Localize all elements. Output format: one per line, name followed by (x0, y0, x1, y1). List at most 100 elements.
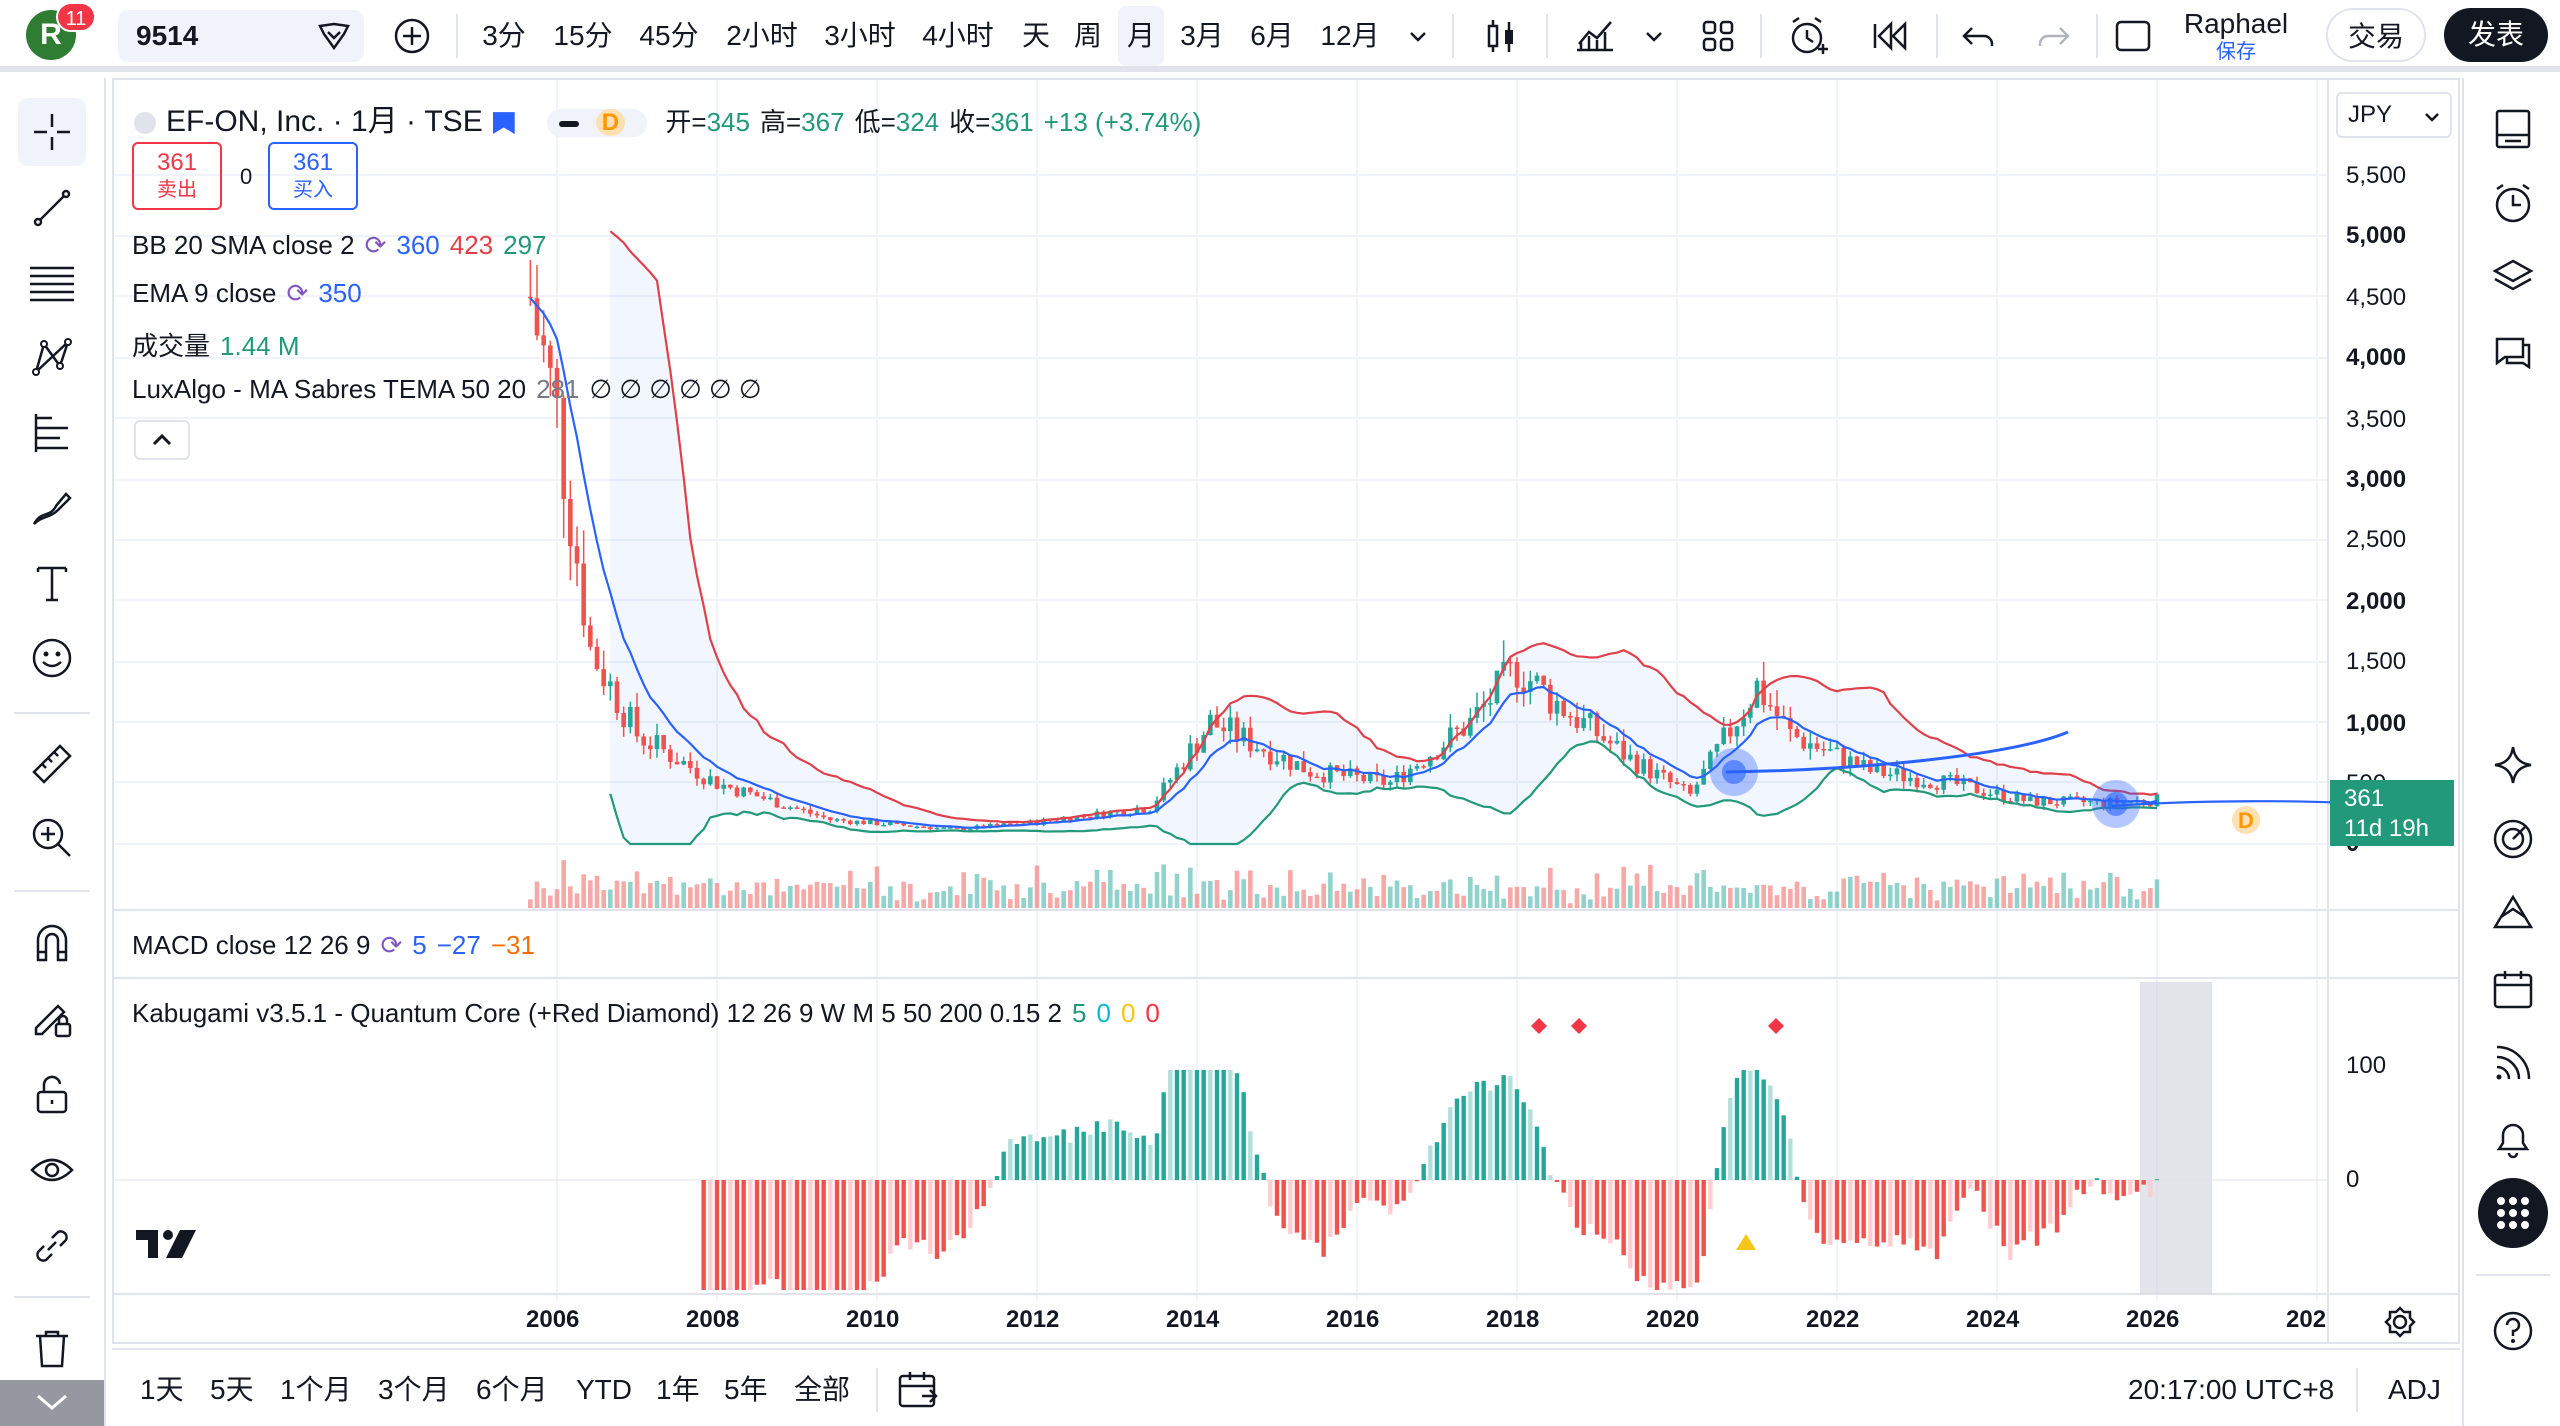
kabugami-legend[interactable]: Kabugami v3.5.1 - Quantum Core (+Red Dia… (132, 998, 1170, 1029)
candle-body (1108, 811, 1113, 818)
dividend-marker[interactable] (2232, 806, 2260, 834)
interval-6mo[interactable]: 6月 (1250, 20, 1294, 51)
layers-icon[interactable] (2478, 242, 2548, 312)
range-ytd[interactable]: YTD (576, 1374, 632, 1405)
volume-legend[interactable]: 成交量 1.44 M (132, 326, 310, 363)
ruler-icon[interactable] (18, 730, 86, 798)
range-5y[interactable]: 5年 (724, 1374, 768, 1405)
eye-icon[interactable] (18, 1136, 86, 1204)
buy-button[interactable]: 361 买入 (268, 142, 358, 210)
interval-3mo[interactable]: 3月 (1180, 20, 1224, 51)
collapse-toolbar-button[interactable] (0, 1380, 104, 1426)
sync-icon[interactable]: ⟳ (380, 930, 403, 960)
crosshair-icon[interactable] (18, 98, 86, 166)
stay-in-draw-mode-icon[interactable] (18, 984, 86, 1052)
chart-canvas[interactable]: D (114, 80, 2458, 1342)
separator (1760, 14, 1762, 58)
go-to-date-icon[interactable] (896, 1368, 940, 1417)
range-5d[interactable]: 5天 (210, 1374, 254, 1405)
alert-clock-icon[interactable] (1784, 14, 1834, 58)
adjust-toggle[interactable]: ADJ (2388, 1374, 2441, 1405)
link-icon[interactable] (18, 1212, 86, 1280)
layout-grid-icon[interactable] (1696, 14, 1740, 58)
symbol-flag-icon[interactable] (316, 20, 352, 52)
alarm-clock-icon[interactable] (2478, 168, 2548, 238)
notifications-bell-icon[interactable] (2478, 1104, 2548, 1174)
bb-legend[interactable]: BB 20 SMA close 2 ⟳ 360 423 297 (132, 230, 557, 261)
bookmark-flag-icon[interactable] (492, 112, 515, 135)
sync-icon[interactable]: ⟳ (286, 278, 309, 308)
macd-legend[interactable]: MACD close 12 26 9 ⟳ 5 −27 −31 (132, 930, 545, 961)
range-1m[interactable]: 1个月 (280, 1374, 352, 1405)
range-3m[interactable]: 3个月 (378, 1374, 450, 1405)
interval-week[interactable]: 周 (1073, 20, 1102, 51)
range-6m[interactable]: 6个月 (476, 1374, 548, 1405)
luxalgo-legend[interactable]: LuxAlgo - MA Sabres TEMA 50 20 281 ∅ ∅ ∅ ∅… (132, 374, 771, 405)
ideas-icon[interactable] (2478, 878, 2548, 948)
forecast-tools-icon[interactable] (18, 398, 86, 466)
sell-button[interactable]: 361 卖出 (132, 142, 222, 210)
fullscreen-square-icon[interactable] (2110, 14, 2156, 58)
interval-15m[interactable]: 15分 (553, 20, 613, 51)
volume-bar (828, 883, 833, 908)
currency-select[interactable]: JPY (2336, 92, 2452, 138)
undo-icon[interactable] (1956, 14, 2000, 58)
volume-bar (2068, 888, 2073, 908)
brush-icon[interactable] (18, 474, 86, 542)
sparkle-icon[interactable] (2478, 730, 2548, 800)
chart-pane[interactable]: D EF-ON, Inc. · 1月 · TSE D 开=345 高=367 低=3… (112, 78, 2460, 1344)
candle-body (2088, 800, 2093, 803)
range-1y[interactable]: 1年 (656, 1374, 700, 1405)
pattern-icon[interactable] (18, 324, 86, 392)
candle-body (888, 822, 893, 825)
chat-icon[interactable] (2478, 318, 2548, 388)
volume-bar (948, 886, 953, 908)
trendline-icon[interactable] (18, 174, 86, 242)
volume-bar (1661, 892, 1666, 908)
redo-icon[interactable] (2032, 14, 2076, 58)
indicators-icon[interactable] (1570, 14, 1620, 58)
replay-icon[interactable] (1864, 14, 1914, 58)
volume-bar (754, 882, 760, 908)
help-icon[interactable] (2478, 1296, 2548, 1366)
range-all[interactable]: 全部 (794, 1374, 851, 1405)
market-status-pill[interactable]: D (547, 109, 648, 138)
interval-3m[interactable]: 3分 (482, 20, 526, 51)
volume-bar (1401, 887, 1406, 908)
chevron-down-icon[interactable] (1400, 14, 1436, 58)
interval-2h[interactable]: 2小时 (726, 20, 798, 51)
add-symbol-icon[interactable] (388, 14, 436, 58)
zoom-in-icon[interactable] (18, 804, 86, 872)
emoji-icon[interactable] (18, 624, 86, 692)
tradingview-logo[interactable] (136, 1230, 196, 1258)
clock-timezone[interactable]: 20:17:00 UTC+8 (2128, 1374, 2335, 1405)
collapse-legend-button[interactable] (134, 420, 190, 460)
calendar-icon[interactable] (2478, 954, 2548, 1024)
ema-legend[interactable]: EMA 9 close ⟳ 350 (132, 278, 372, 309)
lock-icon[interactable] (18, 1060, 86, 1128)
fib-lines-icon[interactable] (18, 248, 86, 316)
candles-icon[interactable] (1476, 14, 1526, 58)
apps-grid-icon[interactable] (2478, 1178, 2548, 1248)
interval-3h[interactable]: 3小时 (824, 20, 896, 51)
interval-12mo[interactable]: 12月 (1320, 20, 1380, 51)
magnet-icon[interactable] (18, 908, 86, 976)
publish-button[interactable]: 发表 (2444, 8, 2548, 62)
trash-icon[interactable] (18, 1314, 86, 1382)
interval-45m[interactable]: 45分 (639, 20, 699, 51)
instrument-title[interactable]: EF-ON, Inc. · 1月 · TSE (166, 105, 483, 138)
interval-4h[interactable]: 4小时 (922, 20, 994, 51)
user-menu[interactable]: Raphael 保存 (2180, 8, 2292, 64)
trade-button[interactable]: 交易 (2326, 8, 2426, 62)
text-tool-icon[interactable] (18, 550, 86, 618)
range-1d[interactable]: 1天 (140, 1374, 184, 1405)
chart-settings-gear-icon[interactable] (2382, 1304, 2418, 1345)
symbol-search-box[interactable] (118, 10, 364, 62)
chevron-down-icon[interactable] (1636, 14, 1672, 58)
stream-icon[interactable] (2478, 1028, 2548, 1098)
watchlist-icon[interactable] (2478, 94, 2548, 164)
target-icon[interactable] (2478, 804, 2548, 874)
interval-day[interactable]: 天 (1021, 20, 1050, 51)
sync-icon[interactable]: ⟳ (364, 230, 387, 260)
interval-month[interactable]: 月 (1118, 6, 1164, 66)
